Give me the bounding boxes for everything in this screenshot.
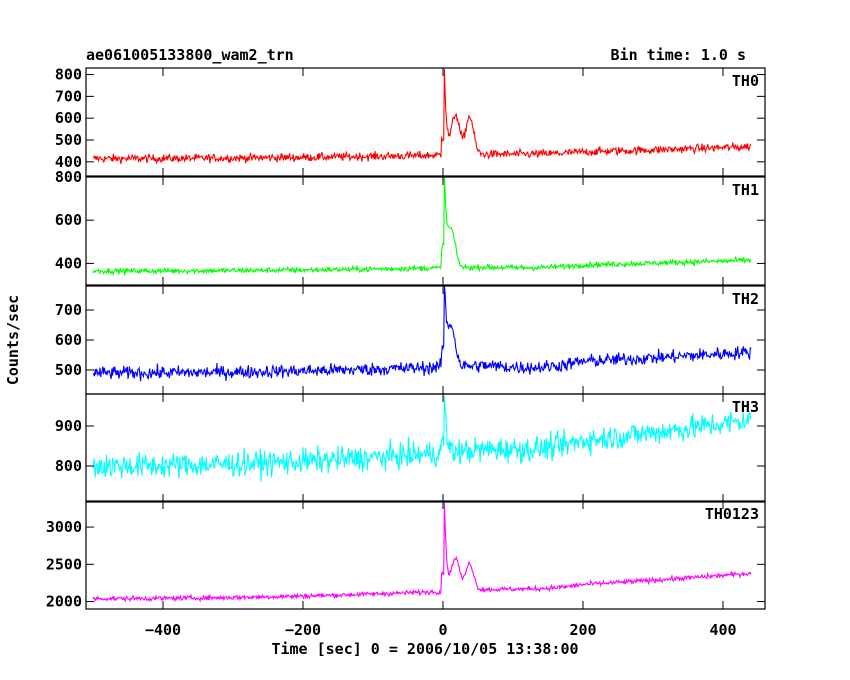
panel-label-th2: TH2: [732, 290, 759, 308]
series-line-th1: [92, 176, 752, 277]
x-tick-label-400: 400: [709, 621, 736, 639]
y-axis-label: Counts/sec: [4, 295, 22, 385]
y-tick-label-th3-900: 900: [55, 417, 82, 435]
x-tick-label-200: 200: [569, 621, 596, 639]
x-tick-label--200: −200: [285, 621, 321, 639]
y-tick-label-th1-800: 800: [55, 168, 82, 186]
series-line-th0123: [92, 502, 752, 603]
panels-group: 400 500 600 700 800 TH0 400 600 800 TH1 500 600 700 T…: [46, 66, 766, 639]
x-axis-label: Time [sec] 0 = 2006/10/05 13:38:00: [271, 640, 578, 658]
y-tick-label-th0123-2000: 2000: [46, 593, 82, 611]
y-tick-label-th0123-2500: 2500: [46, 555, 82, 573]
series-line-th0: [92, 68, 752, 165]
y-tick-label-th1-600: 600: [55, 211, 82, 229]
chart-title: ae061005133800_wam2_trn: [86, 46, 294, 64]
y-tick-label-th2-500: 500: [55, 361, 82, 379]
y-tick-label-th0-600: 600: [55, 109, 82, 127]
panel-frame-th2: [85, 285, 766, 395]
y-tick-label-th3-800: 800: [55, 457, 82, 475]
panel-label-th0: TH0: [732, 72, 759, 90]
series-line-th3: [92, 395, 752, 482]
panel-frame-th1: [85, 176, 766, 286]
y-tick-label-th1-400: 400: [55, 254, 82, 272]
panel-frame-th0: [85, 67, 766, 177]
panel-frame-th3: [85, 393, 766, 503]
y-tick-label-th2-700: 700: [55, 301, 82, 319]
y-tick-label-th0-800: 800: [55, 66, 82, 84]
panel-label-th1: TH1: [732, 181, 759, 199]
y-tick-label-th0-700: 700: [55, 87, 82, 105]
x-tick-label-0: 0: [438, 621, 447, 639]
panel-label-th0123: TH0123: [705, 505, 759, 523]
y-tick-label-th2-600: 600: [55, 331, 82, 349]
x-tick-label--400: −400: [145, 621, 181, 639]
panel-frame-th0123: [85, 500, 766, 610]
panel-label-th3: TH3: [732, 398, 759, 416]
series-line-th2: [92, 285, 752, 382]
y-tick-label-th0-500: 500: [55, 131, 82, 149]
bin-time-label: Bin time: 1.0 s: [611, 46, 746, 64]
y-tick-label-th0123-3000: 3000: [46, 518, 82, 536]
y-tick-label-th0-400: 400: [55, 153, 82, 171]
